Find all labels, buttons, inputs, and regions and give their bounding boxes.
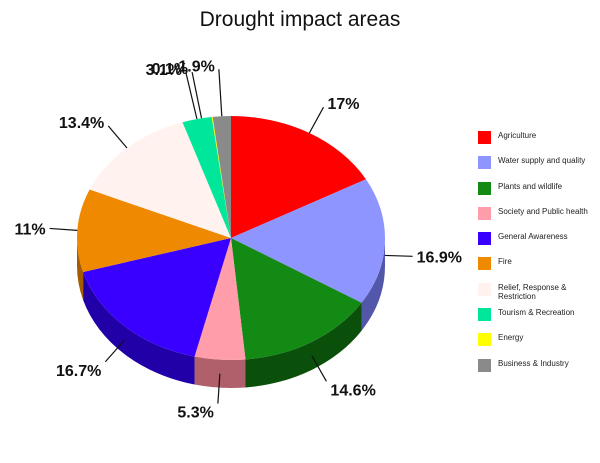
pie-slice-4 (83, 238, 231, 357)
legend-swatch (478, 156, 491, 170)
legend-item: Water supply and quality (478, 153, 596, 178)
pie-slice-9 (212, 116, 231, 238)
pie-side-1 (361, 238, 386, 331)
slice-label-3: 5.3% (177, 405, 213, 422)
slice-label-2: 14.6% (330, 382, 375, 399)
pie-side-3 (194, 356, 246, 388)
leader-line-7 (185, 73, 198, 120)
slice-label-1: 16.9% (417, 249, 462, 266)
legend-label: Fire (498, 257, 512, 267)
legend-item: Relief, Response & Restriction (478, 280, 596, 305)
pie-side-5 (77, 238, 84, 301)
slice-label-5: 11% (14, 221, 45, 238)
legend-swatch (478, 206, 491, 220)
legend-swatch (478, 232, 491, 246)
legend-item: Fire (478, 254, 596, 279)
pie-slice-8 (211, 116, 231, 238)
legend-label: Tourism & Recreation (498, 308, 575, 318)
pie-slice-6 (89, 122, 231, 238)
legend-swatch (478, 282, 491, 296)
pie-slice-0 (231, 116, 366, 238)
legend-item: General Awareness (478, 229, 596, 254)
legend-item: Society and Public health (478, 204, 596, 229)
pie-slice-5 (77, 189, 232, 273)
legend-swatch (478, 181, 491, 195)
legend: Agriculture Water supply and quality Plant… (478, 128, 596, 381)
leader-line-1 (384, 254, 413, 257)
legend-item: Plants and wildlife (478, 179, 596, 204)
leader-line-2 (311, 355, 327, 382)
legend-swatch (478, 257, 491, 271)
legend-label: Energy (498, 333, 524, 343)
legend-label: Business & Industry (498, 358, 569, 368)
leader-line-0 (308, 106, 325, 134)
legend-label: General Awareness (498, 232, 568, 242)
slice-label-9: 1.9% (178, 58, 214, 75)
legend-label: Agriculture (498, 131, 537, 140)
slice-label-8: 0.1% (152, 61, 188, 78)
legend-label: Water supply and quality (498, 156, 586, 166)
legend-item: Energy (478, 330, 596, 355)
legend-item: Agriculture (478, 128, 596, 153)
slice-label-4: 16.7% (56, 363, 101, 380)
pie-slice-2 (231, 238, 362, 360)
legend-item: Business & Industry (478, 356, 596, 381)
leader-line-4 (104, 339, 125, 363)
leader-line-5 (49, 227, 78, 231)
slice-label-7: 3.1% (146, 62, 182, 79)
legend-swatch (478, 131, 491, 144)
pie-slice-7 (182, 116, 231, 238)
leader-line-6 (107, 125, 128, 149)
legend-label: Relief, Response & Restriction (498, 282, 567, 302)
legend-swatch (478, 358, 491, 372)
slice-label-0: 17% (328, 96, 360, 113)
pie-slice-1 (231, 179, 385, 303)
pie-slice-3 (194, 238, 246, 360)
leader-line-9 (218, 69, 223, 117)
legend-swatch (478, 333, 491, 347)
legend-swatch (478, 308, 491, 322)
chart-title: Drought impact areas (199, 8, 401, 31)
legend-label: Society and Public health (498, 206, 588, 216)
legend-label: Plants and wildlife (498, 181, 563, 191)
leader-line-3 (217, 373, 221, 404)
slice-label-6: 13.4% (59, 115, 104, 132)
leader-line-8 (191, 71, 203, 119)
pie-side-2 (245, 302, 362, 388)
pie-side-4 (83, 272, 195, 385)
legend-item: Tourism & Recreation (478, 305, 596, 330)
